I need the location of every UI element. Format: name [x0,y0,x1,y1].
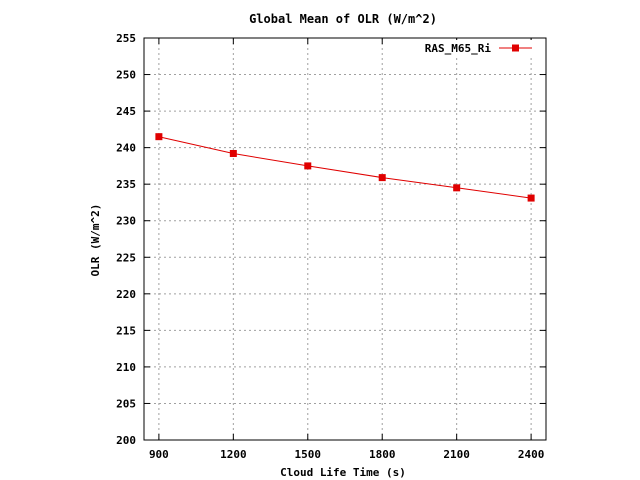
series-line [158,136,532,199]
x-tick-label: 2400 [518,448,545,461]
data-point [378,174,386,182]
grid [144,37,546,441]
legend-marker [512,44,519,52]
y-axis-label: OLR (W/m^2) [89,204,102,277]
y-tick-label: 200 [116,434,136,447]
x-tick-label: 2100 [443,448,470,461]
x-tick-label: 1800 [369,448,396,461]
y-tick-label: 215 [116,324,136,337]
chart-title: Global Mean of OLR (W/m^2) [249,12,437,26]
y-tick-label: 235 [116,178,136,191]
y-tick-label: 210 [116,361,136,374]
data-point [304,162,312,170]
data-point [229,149,237,157]
x-tick-label: 1500 [295,448,322,461]
data-point [453,184,461,192]
data-point [155,133,163,141]
x-tick-label: 1200 [220,448,247,461]
axis-ticks: 900 1200 1500 1800 2100 2400 200 205 210 215 220 22… [116,32,546,461]
y-tick-label: 255 [116,32,136,45]
y-tick-label: 230 [116,215,136,228]
x-axis-label: Cloud Life Time (s) [280,466,406,479]
y-tick-label: 220 [116,288,136,301]
data-point [527,194,535,202]
y-tick-label: 250 [116,69,136,82]
y-tick-label: 245 [116,105,136,118]
legend-label: RAS_M65_Ri [425,42,492,55]
y-tick-label: 225 [116,251,136,264]
series-layer [155,133,535,202]
x-tick-label: 900 [149,448,169,461]
plot-frame [143,37,547,441]
legend-background [416,40,542,56]
legend: RAS_M65_Ri [416,40,542,56]
y-tick-label: 240 [116,142,136,155]
y-tick-label: 205 [116,397,136,410]
